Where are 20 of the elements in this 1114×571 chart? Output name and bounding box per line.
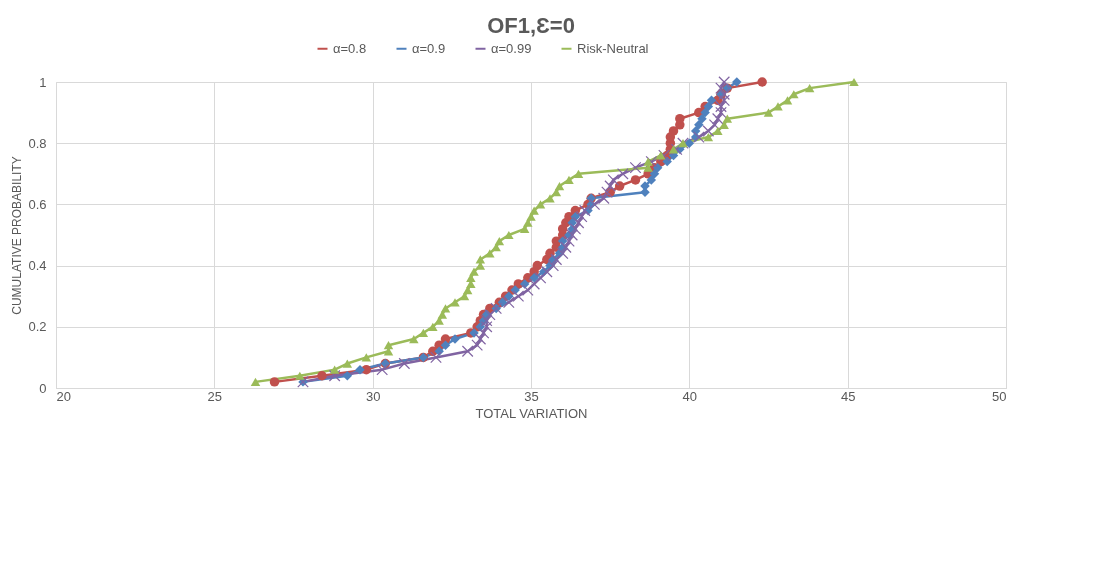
legend-label: α=0.9 — [412, 40, 446, 56]
y-tick-label: 0.2 — [28, 319, 47, 335]
y-axis-title: CUMULATIVE PROBABILITY — [10, 156, 25, 315]
x-tick-label: 20 — [56, 388, 71, 404]
x-tick-label: 40 — [682, 388, 698, 404]
y-tick-label: 0.4 — [28, 258, 47, 274]
legend-label: Risk-Neutral — [577, 40, 649, 56]
x-tick-label: 45 — [840, 388, 856, 404]
x-axis-title: TOTAL VARIATION — [475, 405, 588, 421]
legend-label: α=0.8 — [333, 40, 367, 56]
x-tick-label: 50 — [992, 388, 1007, 404]
y-tick-label: 0.8 — [28, 135, 47, 151]
x-tick-label: 35 — [524, 388, 539, 404]
x-tick-label: 25 — [207, 388, 223, 404]
y-tick-label: 0 — [39, 380, 47, 396]
legend-label: α=0.99 — [491, 40, 532, 56]
y-tick-label: 1 — [39, 74, 47, 90]
chart-title: OF1,Ɛ=0 — [487, 13, 575, 38]
y-tick-label: 0.6 — [28, 196, 47, 212]
x-tick-label: 30 — [365, 388, 381, 404]
